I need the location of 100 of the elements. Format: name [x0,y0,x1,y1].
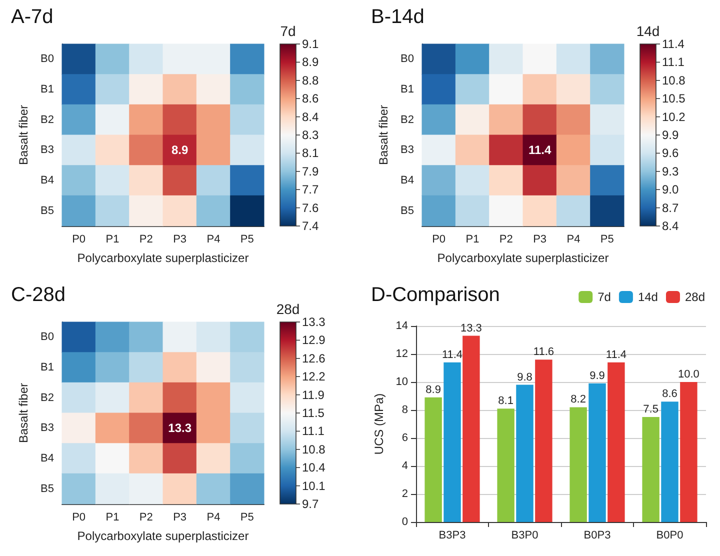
x-tick-label: P0 [432,234,446,246]
data-label: 13.3 [460,322,482,334]
x-tick-label: P2 [499,234,513,246]
x-tick-label: P2 [139,512,153,524]
x-tick-label: B0P3 [584,530,611,542]
y-tick-label: 12 [396,348,408,360]
bar [497,408,514,522]
x-tick-label: B3P3 [438,530,466,542]
y-tick-label: B0 [40,331,54,344]
color-bar-label: 8.3 [302,128,320,142]
data-label: 11.6 [533,346,554,358]
color-bar-title: 7d [280,23,296,39]
bar [661,402,678,522]
x-tick-label: B3P0 [511,530,538,542]
bar [516,384,534,522]
x-tick-label: P1 [106,512,120,524]
data-label: 9.8 [517,371,532,384]
bar [570,407,587,522]
y-tick-label: B2 [400,114,414,126]
legend-label: 14d [638,290,658,304]
y-tick-label: B5 [400,204,414,217]
color-bar-label: 12.6 [302,351,326,366]
x-tick-label: P3 [173,234,187,246]
color-bar-label: 11.1 [662,55,685,70]
y-tick-label: B5 [40,204,54,217]
color-bar-label: 7.9 [302,164,320,178]
chart-title: B-14d [371,6,424,28]
x-tick-label: P1 [466,234,480,246]
y-axis-title: Basalt fiber [376,104,391,166]
y-tick-label: 0 [402,516,408,528]
color-bar-label: 10.2 [662,110,686,124]
bar [608,362,625,522]
y-tick-label: B2 [40,392,54,404]
color-bar-label: 8.1 [302,146,320,160]
y-tick-label: B4 [40,452,54,464]
color-bar-label: 12.2 [302,370,326,384]
legend-label: 28d [684,290,706,304]
data-label: 8.2 [570,394,586,406]
color-bar-label: 8.4 [662,219,680,233]
y-axis-title: UCS (MPa) [372,393,386,455]
x-tick-label: P3 [173,512,187,524]
data-label: 9.9 [590,370,605,382]
color-bar-label: 8.6 [302,92,320,106]
color-bar-label: 9.6 [662,146,680,160]
x-tick-label: P5 [240,234,254,246]
color-bar-label: 11.1 [302,424,325,438]
chart-title: A-7d [11,6,54,28]
color-bar-label: 8.9 [302,55,320,70]
color-bar-label: 10.1 [302,478,326,493]
y-tick-label: B3 [400,144,414,156]
bar [424,397,442,522]
x-tick-label: P5 [240,512,254,524]
y-tick-label: B4 [400,174,414,186]
data-label: 8.9 [426,384,441,396]
legend-label: 7d [598,290,611,304]
data-label: 7.5 [643,404,658,416]
y-tick-label: 14 [396,320,408,332]
y-tick-label: 6 [402,432,408,444]
color-bar-label: 9.1 [302,37,320,51]
color-bar-label: 7.6 [302,200,320,215]
y-tick-label: B1 [40,362,54,374]
y-tick-label: B4 [40,174,54,186]
x-tick-label: P0 [72,512,86,524]
data-label: 8.6 [662,388,678,400]
color-bar-label: 10.8 [302,442,326,456]
data-label: 8.1 [498,395,514,408]
color-bar-label: 11.9 [302,388,325,402]
y-tick-label: 2 [402,488,408,500]
y-tick-label: B2 [40,114,54,126]
color-bar-label: 11.4 [662,37,685,51]
annotation: 11.4 [528,143,552,158]
x-tick-label: P4 [206,234,220,246]
color-bar-label: 10.8 [662,73,686,88]
data-label: 10.0 [678,368,700,380]
y-tick-label: B3 [40,144,54,156]
x-tick-label: P4 [206,512,220,524]
color-bar-label: 12.9 [302,333,326,348]
bar [535,360,552,522]
y-tick-label: B5 [40,482,54,495]
color-bar-label: 10.5 [662,92,686,106]
x-tick-label: P5 [600,234,614,246]
y-tick-label: B3 [40,422,54,434]
chart-title: C-28d [11,284,66,306]
color-bar-label: 9.9 [662,128,680,142]
chart-title: D-Comparison [371,284,500,306]
color-bar-label: 8.7 [662,200,680,215]
color-bar-label: 8.4 [302,110,320,124]
x-tick-label: P3 [533,234,547,246]
y-tick-label: B1 [40,84,54,96]
color-bar-label: 10.4 [302,460,326,475]
y-axis-title: Basalt fiber [16,104,31,166]
x-axis-title: Polycarboxylate superplasticizer [77,251,249,265]
y-tick-label: B1 [400,84,414,96]
color-bar-label: 11.5 [302,406,325,420]
color-bar-title: 14d [636,23,660,39]
bar [642,417,660,522]
x-tick-label: P1 [106,234,120,246]
y-tick-label: B0 [400,53,414,66]
x-tick-label: B0P0 [656,530,684,542]
x-tick-label: P4 [566,234,580,246]
